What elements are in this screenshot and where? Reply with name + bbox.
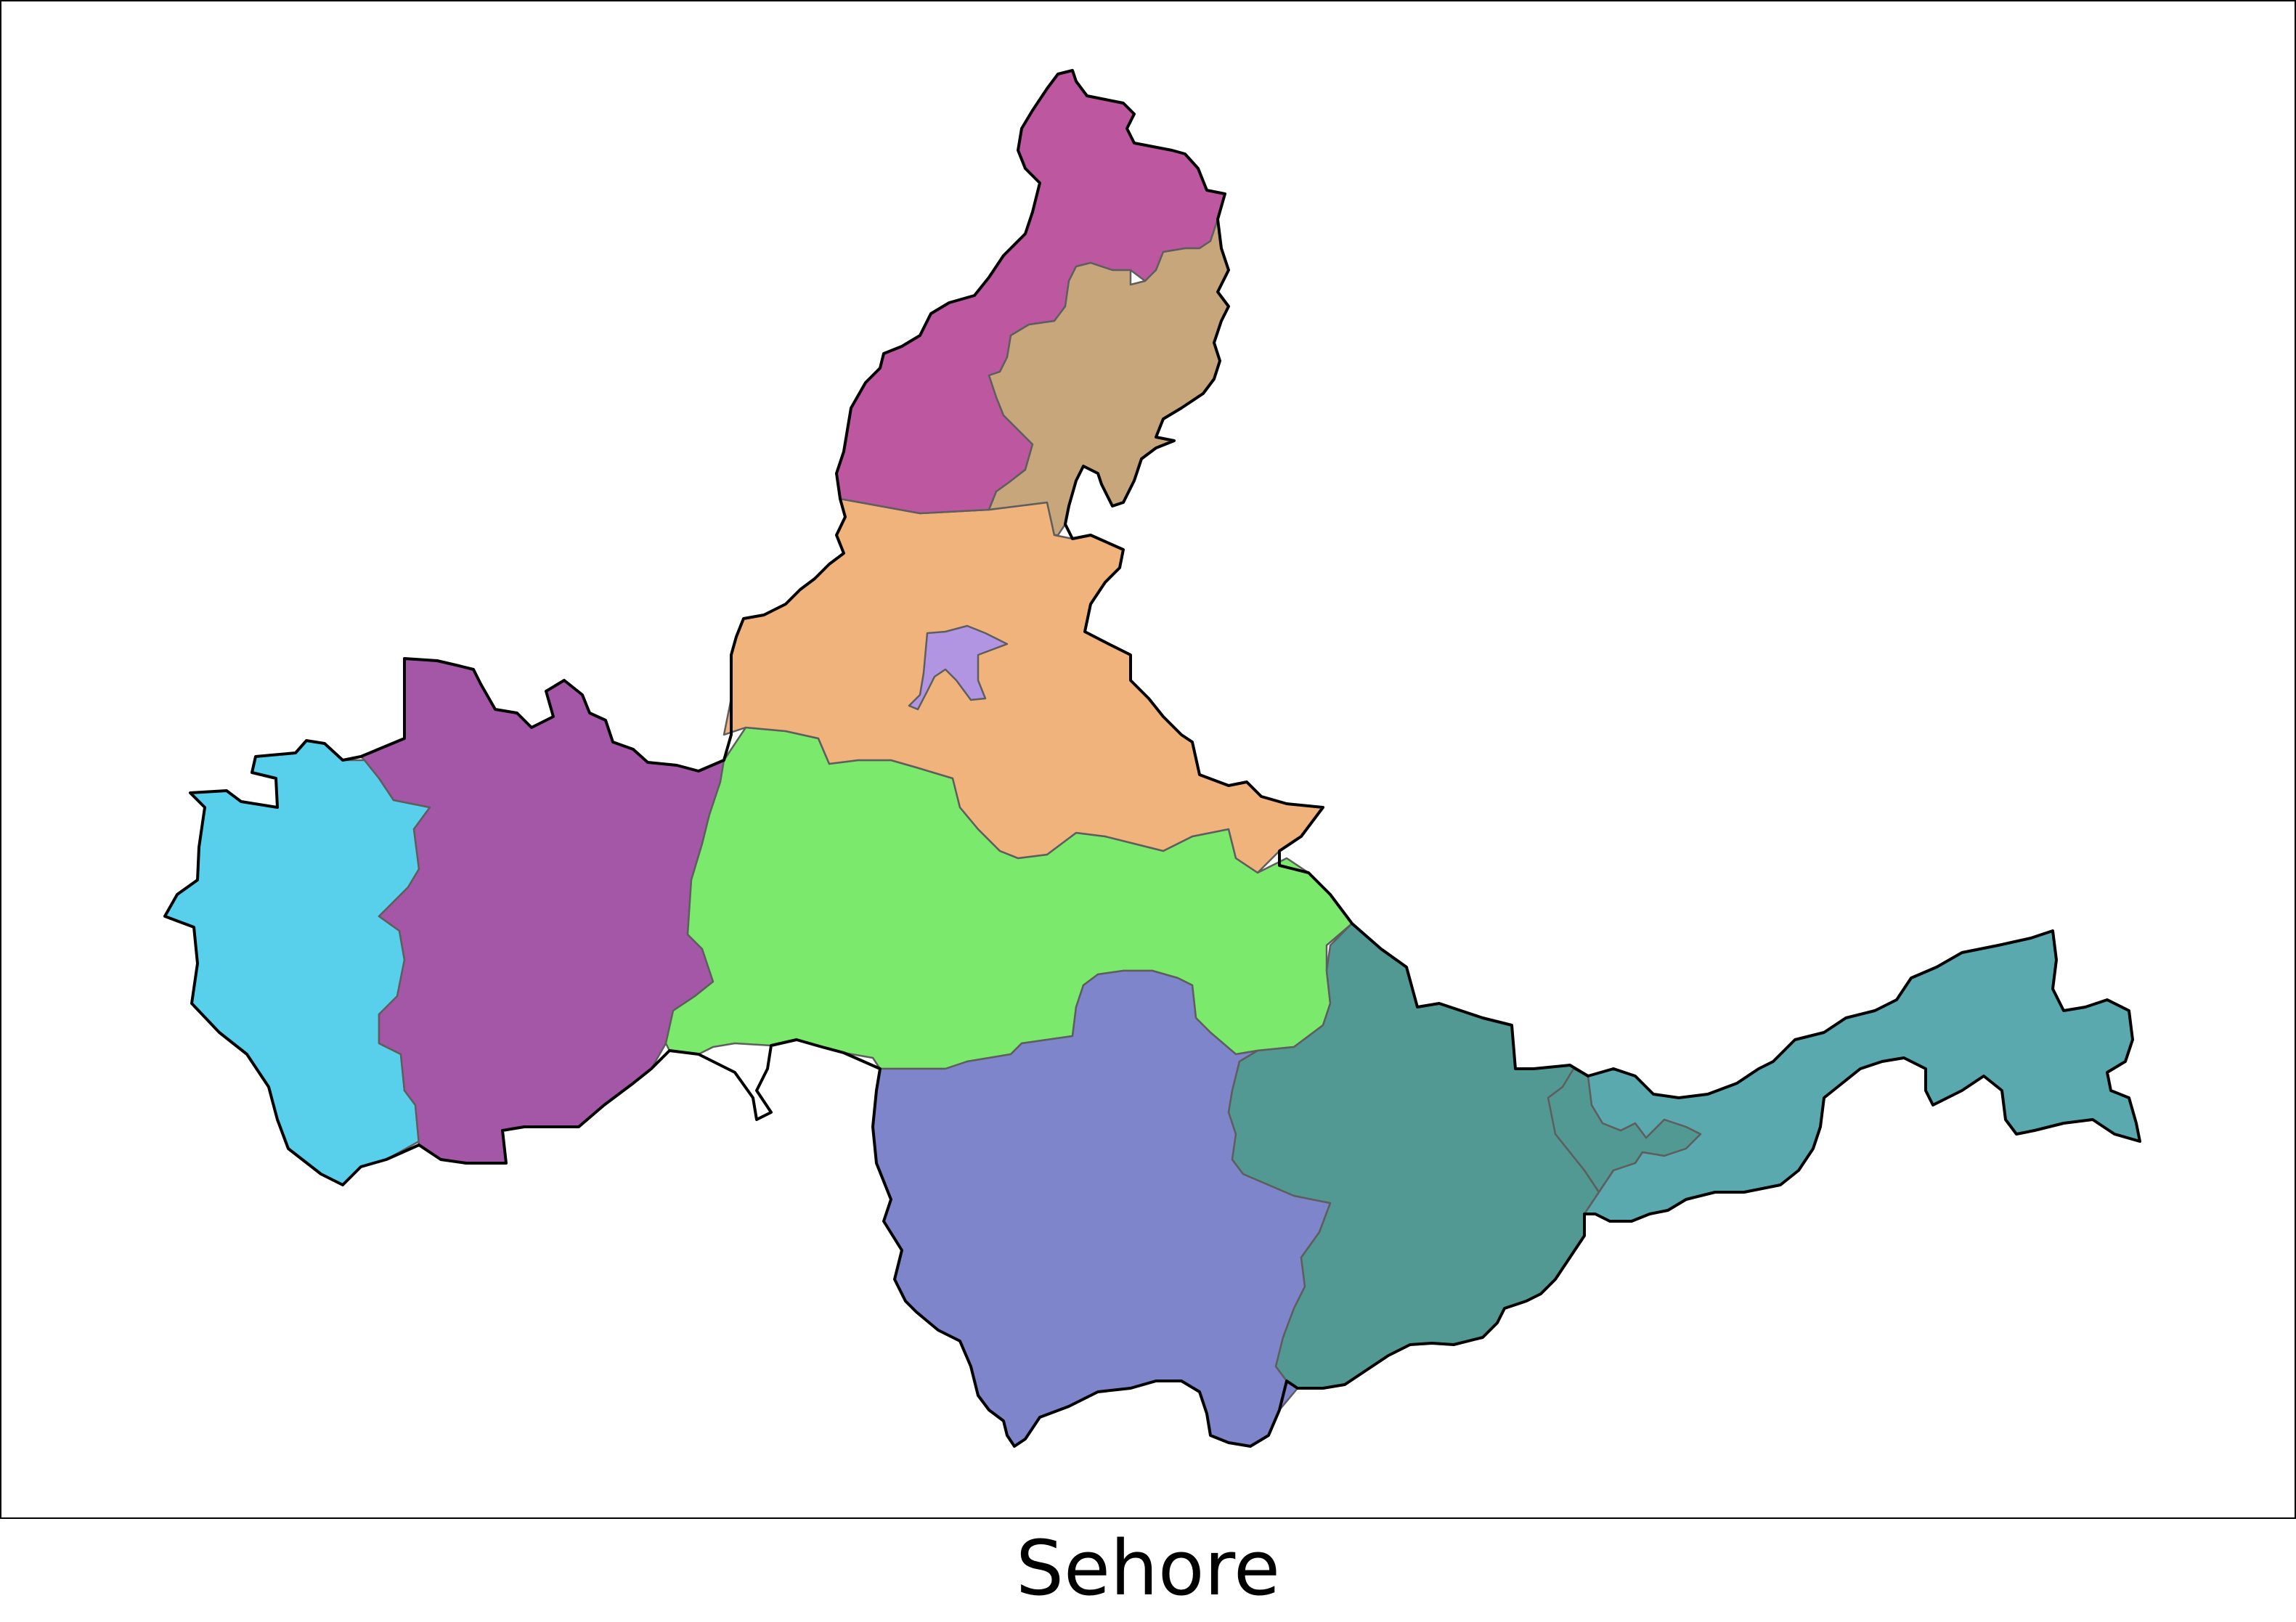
map-frame	[0, 0, 2296, 1519]
region-west-purple	[359, 657, 725, 1165]
map-title: Sehore	[1016, 1524, 1280, 1613]
district-map	[163, 69, 2141, 1448]
region-small-lilac	[908, 624, 1009, 711]
district-outline	[163, 69, 2141, 1448]
